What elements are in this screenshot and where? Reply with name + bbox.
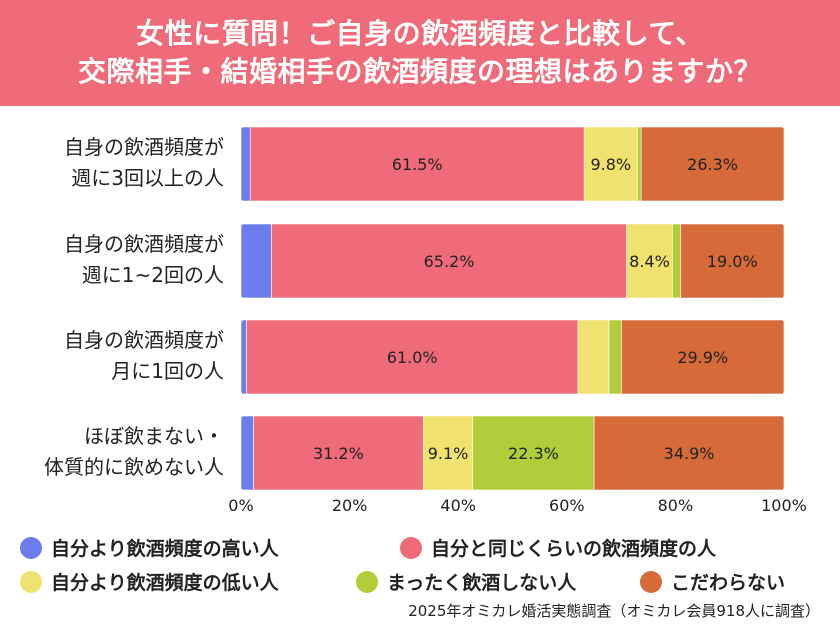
bar-segment-row2-series5 [680, 224, 784, 298]
legend-item-lower: 自分より飲酒頻度の低い人 [20, 568, 279, 595]
legend-swatch-none [356, 570, 378, 593]
bar-segment-row4-series2 [253, 416, 424, 490]
bar-segment-row2-series4 [672, 224, 681, 298]
legend-label-none: まったく飲酒しない人 [387, 572, 577, 594]
bar-segment-row3-series3 [577, 320, 610, 394]
bar-segment-row1-series2 [249, 127, 585, 201]
data-label-row1-series5: 26.3% [687, 155, 738, 174]
legend-label-higher: 自分より飲酒頻度の高い人 [51, 538, 279, 560]
row-label-4-line-1: ほぼ飲まない・ [84, 424, 224, 448]
legend-label-no-preference: こだわらない [671, 572, 786, 594]
x-tick-label-2: 40% [440, 496, 476, 515]
bar-segment-row2-series3 [626, 224, 673, 298]
title-banner: 女性に質問！ご自身の飲酒頻度と比較して、 交際相手・結婚相手の飲酒頻度の理想はあ… [0, 0, 840, 106]
row-label-1-line-1: 自身の飲酒頻度が [64, 135, 224, 159]
bar-segment-row4-series5 [593, 416, 784, 490]
bar-row-3 [241, 320, 784, 394]
data-label-row3-series5: 29.9% [677, 348, 728, 367]
data-label-row2-series5: 19.0% [707, 252, 758, 271]
row-label-1: 自身の飲酒頻度が 週に3回以上の人 [0, 132, 224, 194]
bar-row-1 [241, 127, 784, 201]
stacked-bar-chart: 61.5% 9.8% 26.3% 65.2% 8.4% 19.0% 61.0% 29.9% 31… [228, 127, 807, 515]
row-label-2-line-1: 自身の飲酒頻度が [64, 232, 224, 256]
bar-segment-row1-series1 [241, 127, 251, 201]
legend-label-same: 自分と同じくらいの飲酒頻度の人 [431, 538, 717, 560]
data-label-row4-series2: 31.2% [313, 444, 364, 463]
bar-segment-row4-series3 [422, 416, 474, 490]
x-tick-label-4: 80% [658, 496, 694, 515]
data-label-row4-series3: 9.1% [428, 444, 469, 463]
data-label-row4-series4: 22.3% [508, 444, 559, 463]
x-tick-label-3: 60% [549, 496, 585, 515]
title-line-1: 女性に質問！ご自身の飲酒頻度と比較して、 [136, 17, 704, 50]
row-label-4-line-2: 体質的に飲めない人 [44, 455, 224, 479]
data-label-row2-series2: 65.2% [424, 252, 475, 271]
row-label-3: 自身の飲酒頻度が 月に1回の人 [0, 325, 224, 387]
legend-item-higher: 自分より飲酒頻度の高い人 [20, 534, 279, 561]
legend-swatch-no-preference [640, 570, 662, 593]
row-label-4: ほぼ飲まない・ 体質的に飲めない人 [0, 421, 224, 483]
x-tick-label-5: 100% [761, 496, 807, 515]
title-line-2: 交際相手・結婚相手の飲酒頻度の理想はありますか？ [77, 55, 762, 88]
row-label-3-line-2: 月に1回の人 [111, 359, 224, 383]
bar-row-2 [241, 224, 784, 298]
bar-segment-row3-series1 [241, 320, 247, 394]
bar-segment-row3-series5 [621, 320, 784, 394]
legend-swatch-higher [20, 536, 42, 559]
row-label-2-line-2: 週に1~2回の人 [81, 263, 224, 287]
bar-segment-row1-series4 [637, 127, 642, 201]
bar-segment-row2-series2 [271, 224, 627, 298]
legend-item-same: 自分と同じくらいの飲酒頻度の人 [400, 534, 716, 561]
bar-segment-row4-series1 [241, 416, 254, 490]
legend-swatch-same [400, 536, 422, 559]
row-label-1-line-2: 週に3回以上の人 [71, 166, 224, 190]
bar-segment-row3-series2 [246, 320, 579, 394]
legend-swatch-lower [20, 570, 42, 593]
x-tick-label-1: 20% [332, 496, 368, 515]
data-label-row1-series3: 9.8% [590, 155, 631, 174]
legend-item-no-preference: こだわらない [640, 568, 785, 595]
x-tick-label-0: 0% [228, 496, 253, 515]
data-label-row4-series5: 34.9% [664, 444, 715, 463]
bar-segment-row1-series5 [640, 127, 784, 201]
bar-row-4 [241, 416, 784, 490]
data-label-row2-series3: 8.4% [629, 252, 670, 271]
bar-segment-row3-series4 [608, 320, 622, 394]
bar-segment-row2-series1 [241, 224, 272, 298]
row-label-2: 自身の飲酒頻度が 週に1~2回の人 [0, 229, 224, 291]
legend-label-lower: 自分より飲酒頻度の低い人 [51, 572, 279, 594]
row-label-3-line-1: 自身の飲酒頻度が [64, 328, 224, 352]
data-label-row3-series2: 61.0% [387, 348, 438, 367]
legend-item-none: まったく飲酒しない人 [356, 568, 576, 595]
source-note: 2025年オミカレ婚活実態調査（オミカレ会員918人に調査） [408, 602, 820, 620]
data-label-row1-series2: 61.5% [392, 155, 443, 174]
